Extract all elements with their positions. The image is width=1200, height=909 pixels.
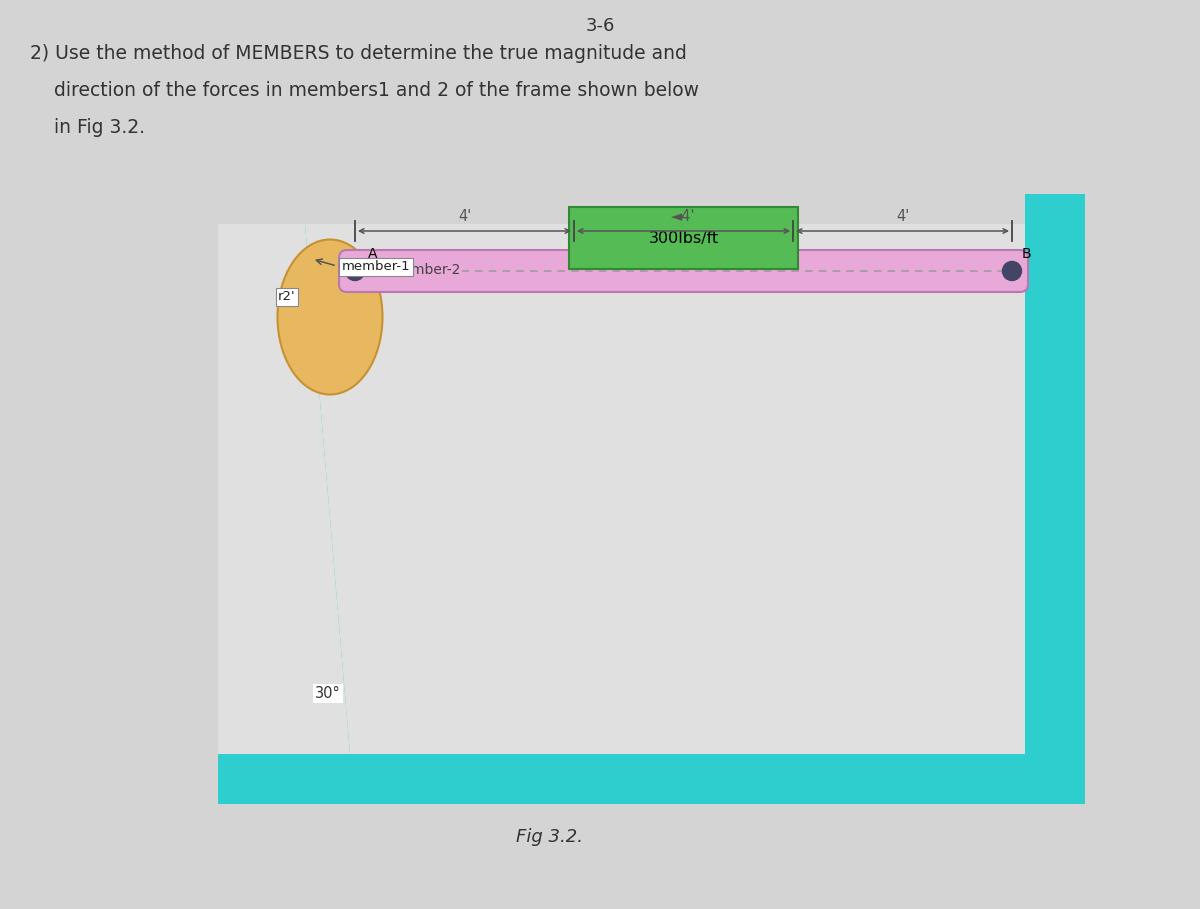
Text: direction of the forces in members1 and 2 of the frame shown below: direction of the forces in members1 and …	[30, 81, 698, 100]
FancyBboxPatch shape	[569, 207, 798, 269]
Text: B: B	[1022, 247, 1032, 261]
Text: ◄4': ◄4'	[671, 209, 696, 224]
Text: 3-6: 3-6	[586, 17, 614, 35]
Polygon shape	[305, 224, 1025, 754]
Ellipse shape	[277, 239, 383, 395]
Polygon shape	[218, 224, 350, 754]
Text: r2': r2'	[278, 291, 295, 304]
Text: A: A	[368, 247, 378, 261]
Text: 4': 4'	[458, 209, 472, 224]
FancyBboxPatch shape	[1025, 194, 1085, 224]
Text: member-2: member-2	[390, 263, 461, 277]
Circle shape	[346, 262, 365, 281]
Text: 30°: 30°	[314, 686, 341, 701]
Text: Fig 3.2.: Fig 3.2.	[516, 828, 583, 846]
Text: 4': 4'	[896, 209, 910, 224]
FancyBboxPatch shape	[218, 224, 1085, 804]
Circle shape	[1002, 262, 1021, 281]
Text: 2) Use the method of MEMBERS to determine the true magnitude and: 2) Use the method of MEMBERS to determin…	[30, 44, 686, 63]
FancyBboxPatch shape	[338, 250, 1028, 292]
Text: member-1: member-1	[342, 261, 410, 274]
Text: in Fig 3.2.: in Fig 3.2.	[30, 118, 145, 137]
Text: 300lbs/ft: 300lbs/ft	[648, 231, 719, 245]
